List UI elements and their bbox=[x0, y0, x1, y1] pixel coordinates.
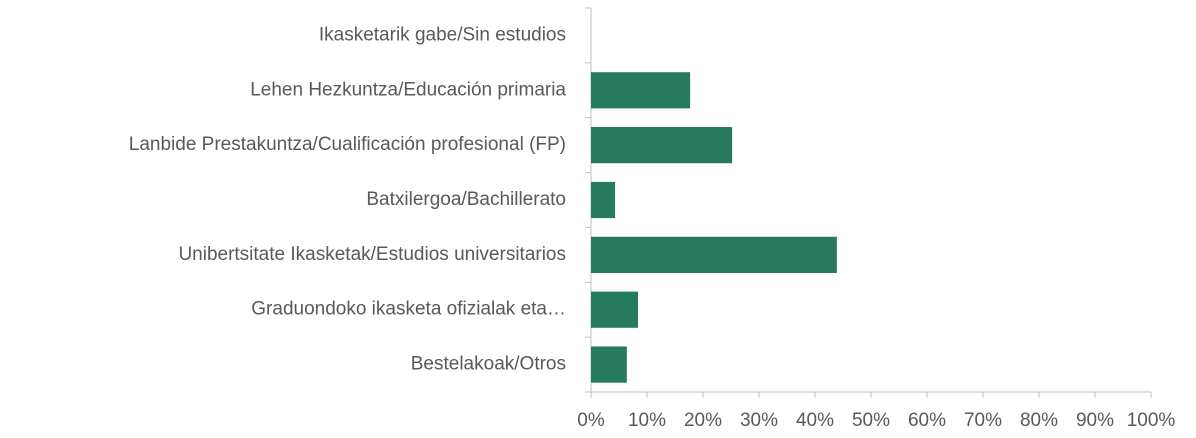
bar bbox=[591, 346, 627, 383]
y-tick-label: Lehen Hezkuntza/Educación primaria bbox=[250, 79, 566, 100]
bar bbox=[591, 291, 639, 328]
bar bbox=[591, 72, 691, 109]
y-tick-label: Bestelakoak/Otros bbox=[411, 354, 566, 375]
x-tick-label: 60% bbox=[908, 410, 946, 431]
bar bbox=[591, 181, 616, 219]
y-tick-label: Batxilergoa/Bachillerato bbox=[366, 189, 566, 210]
x-tick-label: 10% bbox=[628, 410, 666, 431]
x-tick-label: 20% bbox=[684, 410, 722, 431]
x-tick-label: 70% bbox=[964, 410, 1002, 431]
bar bbox=[591, 127, 733, 164]
x-tick-label: 90% bbox=[1076, 410, 1114, 431]
y-tick-label: Unibertsitate Ikasketak/Estudios univers… bbox=[178, 244, 566, 265]
y-tick-label: Lanbide Prestakuntza/Cualificación profe… bbox=[129, 134, 566, 155]
y-tick-label: Ikasketarik gabe/Sin estudios bbox=[319, 24, 566, 45]
x-tick-label: 80% bbox=[1020, 410, 1058, 431]
x-tick-label: 30% bbox=[740, 410, 778, 431]
bar bbox=[591, 236, 837, 273]
x-tick-label: 50% bbox=[852, 410, 890, 431]
x-tick-label: 40% bbox=[796, 410, 834, 431]
x-tick-label: 0% bbox=[577, 410, 605, 431]
x-tick-label: 100% bbox=[1127, 410, 1176, 431]
y-tick-label: Graduondoko ikasketa ofizialak eta… bbox=[251, 299, 566, 320]
